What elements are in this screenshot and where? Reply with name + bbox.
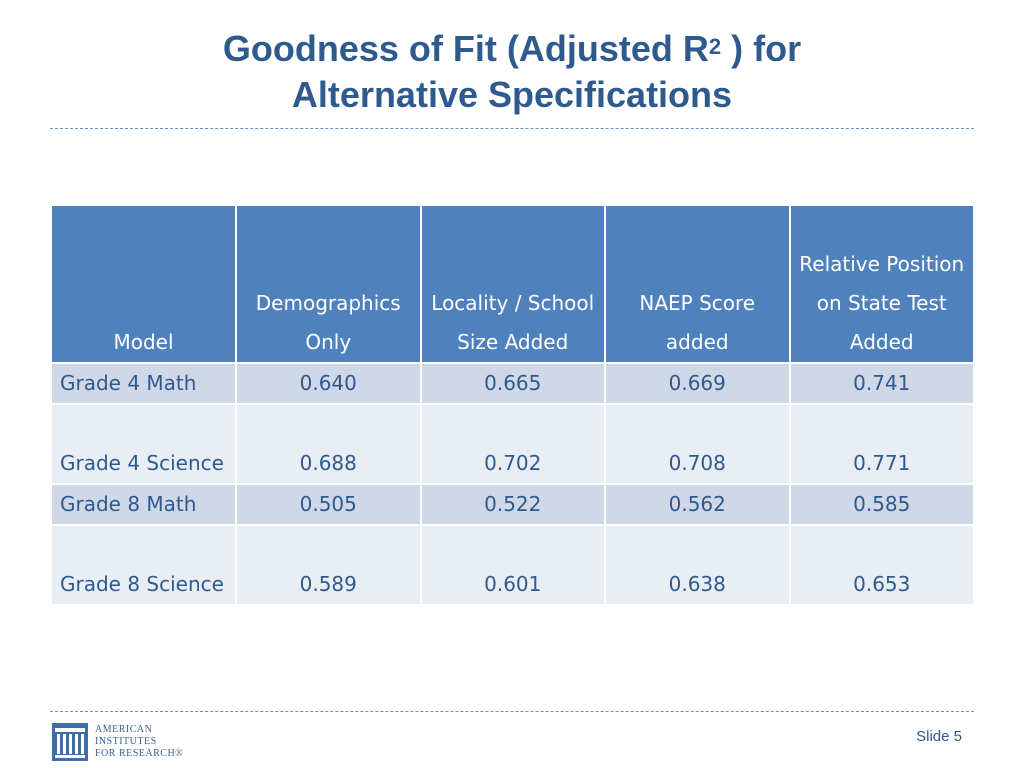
- table-cell: 0.708: [604, 403, 791, 485]
- table-row: Grade 8 Math 0.505 0.522 0.562 0.585: [50, 483, 975, 526]
- table-cell: 0.585: [788, 483, 975, 526]
- title-line-2: Alternative Specifications: [291, 74, 733, 115]
- table-cell: 0.741: [788, 362, 975, 405]
- table-cell: 0.640: [235, 362, 422, 405]
- table-row: Grade 4 Math 0.640 0.665 0.669 0.741: [50, 362, 975, 405]
- air-columns-icon: [52, 723, 88, 761]
- table-cell: 0.702: [419, 403, 606, 485]
- title-suffix: ) for: [721, 28, 802, 69]
- header-row: Model Demographics Only Locality / Schoo…: [50, 204, 975, 364]
- header-model: Model: [50, 204, 237, 364]
- logo-line: Institutes: [95, 736, 157, 747]
- row-label: Grade 4 Math: [50, 362, 237, 405]
- row-label: Grade 8 Science: [50, 524, 237, 606]
- table-cell: 0.688: [235, 403, 422, 485]
- header-naep: NAEP Score added: [604, 204, 791, 364]
- table-cell: 0.771: [788, 403, 975, 485]
- logo-line: American: [95, 724, 153, 735]
- table-cell: 0.601: [419, 524, 606, 606]
- table-cell: 0.665: [419, 362, 606, 405]
- table-cell: 0.638: [604, 524, 791, 606]
- table-cell: 0.653: [788, 524, 975, 606]
- bottom-divider: [50, 711, 974, 712]
- table-cell: 0.669: [604, 362, 791, 405]
- air-logo: American Institutes for Research®: [52, 722, 212, 762]
- results-table: Model Demographics Only Locality / Schoo…: [50, 204, 975, 606]
- header-demographics: Demographics Only: [235, 204, 422, 364]
- title-prefix: Goodness of Fit (Adjusted R: [222, 28, 709, 69]
- table-row: Grade 8 Science 0.589 0.601 0.638 0.653: [50, 524, 975, 606]
- slide-title: Goodness of Fit (Adjusted R2 ) for Alter…: [0, 26, 1024, 118]
- header-locality: Locality / School Size Added: [419, 204, 606, 364]
- table-row: Grade 4 Science 0.688 0.702 0.708 0.771: [50, 403, 975, 485]
- row-label: Grade 4 Science: [50, 403, 237, 485]
- table-cell: 0.522: [419, 483, 606, 526]
- title-superscript: 2: [708, 34, 722, 59]
- title-line-1: Goodness of Fit (Adjusted R2 ) for: [0, 26, 1024, 72]
- slide-number: Slide 5: [916, 728, 962, 745]
- row-label: Grade 8 Math: [50, 483, 237, 526]
- table-cell: 0.505: [235, 483, 422, 526]
- logo-wordmark: American Institutes for Research®: [95, 724, 183, 760]
- table-cell: 0.589: [235, 524, 422, 606]
- header-relative-position: Relative Position on State Test Added: [788, 204, 975, 364]
- top-divider: [50, 128, 974, 129]
- table-cell: 0.562: [604, 483, 791, 526]
- logo-line: for Research®: [95, 748, 184, 759]
